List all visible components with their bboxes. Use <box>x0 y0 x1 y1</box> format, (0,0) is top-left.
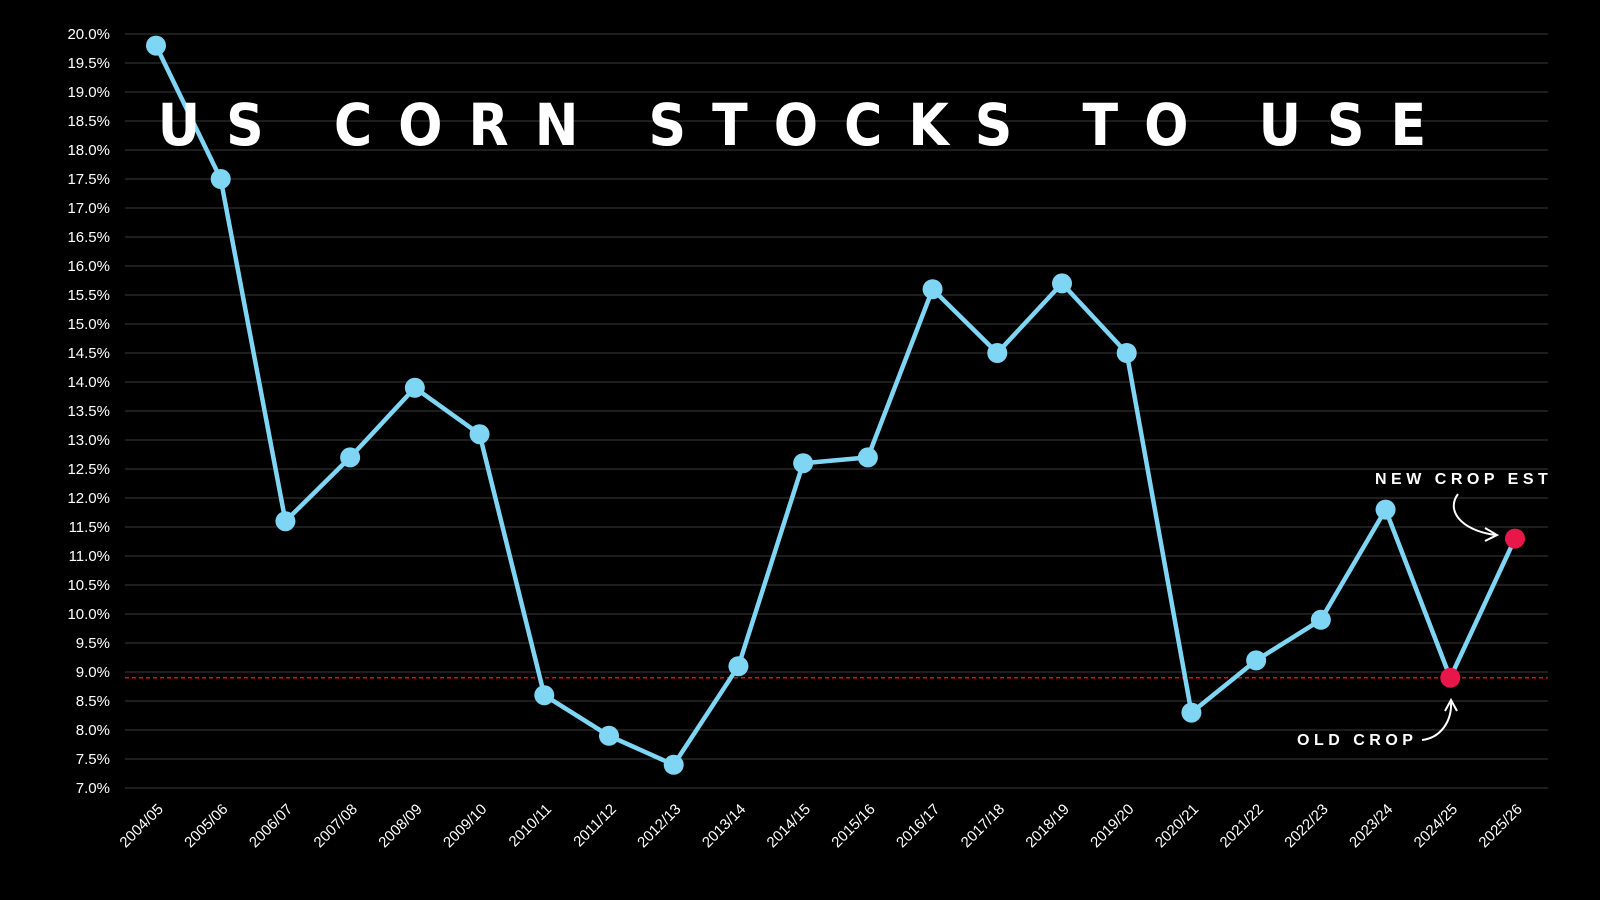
new-crop-arrow <box>1452 493 1496 536</box>
data-point <box>922 279 943 300</box>
y-tick-label: 18.5% <box>67 113 110 130</box>
grid-lines <box>125 33 1548 789</box>
x-tick-label: 2020/21 <box>1152 801 1202 851</box>
data-point <box>534 685 555 706</box>
x-tick-label: 2023/24 <box>1346 801 1396 851</box>
x-tick-label: 2008/09 <box>375 801 425 851</box>
data-point <box>1375 499 1396 520</box>
data-point <box>987 343 1008 363</box>
data-point <box>469 424 490 445</box>
y-tick-label: 10.0% <box>67 606 110 623</box>
x-tick-label: 2018/19 <box>1022 801 1072 851</box>
y-axis-ticks: 7.0% 7.5% 8.0% 8.5% 9.0% 9.5% 10.0% 10.5% 11.0% 1… <box>67 26 110 797</box>
x-tick-label: 2009/10 <box>440 801 490 851</box>
x-tick-label: 2015/16 <box>828 801 878 851</box>
data-point <box>793 453 814 474</box>
y-tick-label: 12.0% <box>67 490 110 507</box>
highlight-point <box>1440 667 1461 688</box>
y-tick-label: 20.0% <box>67 26 110 43</box>
y-tick-label: 12.5% <box>67 461 110 478</box>
y-tick-label: 11.5% <box>69 519 110 536</box>
y-tick-label: 17.5% <box>67 171 110 188</box>
data-point <box>275 511 296 532</box>
data-point <box>1310 609 1331 630</box>
data-point <box>1246 650 1267 671</box>
x-tick-label: 2013/14 <box>699 801 749 851</box>
y-tick-label: 15.0% <box>67 316 110 333</box>
y-tick-label: 17.0% <box>67 200 110 217</box>
y-tick-label: 13.5% <box>67 403 110 420</box>
old-crop-arrowhead <box>1444 697 1458 712</box>
data-point <box>857 447 878 468</box>
x-tick-label: 2014/15 <box>764 801 814 851</box>
y-tick-label: 16.0% <box>67 258 110 275</box>
y-tick-label: 10.5% <box>67 577 110 594</box>
data-point <box>210 169 231 189</box>
new-crop-annotation: NEW CROP EST <box>1375 471 1552 488</box>
x-tick-label: 2006/07 <box>246 801 296 851</box>
x-tick-label: 2025/26 <box>1475 801 1525 851</box>
data-point <box>599 725 619 746</box>
data-point <box>146 35 166 56</box>
series-line <box>153 44 1518 768</box>
y-tick-label: 18.0% <box>67 142 110 159</box>
x-tick-label: 2011/12 <box>570 801 620 851</box>
y-tick-label: 16.5% <box>67 229 110 246</box>
y-tick-label: 11.0% <box>69 548 110 565</box>
old-crop-arrow <box>1421 701 1453 741</box>
y-tick-label: 9.0% <box>76 664 110 681</box>
data-point <box>728 656 749 677</box>
data-point <box>1181 702 1202 723</box>
y-tick-label: 15.5% <box>67 287 110 304</box>
y-tick-label: 19.5% <box>67 55 110 72</box>
x-tick-label: 2004/05 <box>116 801 166 851</box>
y-tick-label: 9.5% <box>76 635 110 652</box>
y-tick-label: 7.5% <box>76 751 110 768</box>
y-tick-label: 14.0% <box>67 374 110 391</box>
x-tick-label: 2017/18 <box>958 801 1008 851</box>
data-point <box>1116 343 1137 363</box>
chart-title: US CORN STOCKS TO USE <box>158 91 1452 159</box>
old-crop-annotation: OLD CROP <box>1297 732 1417 749</box>
x-tick-label: 2021/22 <box>1217 801 1267 851</box>
y-tick-label: 19.0% <box>67 84 110 101</box>
new-crop-arrowhead <box>1484 527 1500 542</box>
y-tick-label: 13.0% <box>67 432 110 449</box>
data-point <box>404 377 425 398</box>
data-points <box>146 35 1525 775</box>
x-tick-label: 2022/23 <box>1281 801 1331 851</box>
x-tick-label: 2019/20 <box>1087 801 1137 851</box>
data-point <box>1052 273 1072 294</box>
x-tick-label: 2012/13 <box>634 801 684 851</box>
x-tick-label: 2016/17 <box>893 801 943 851</box>
x-tick-label: 2005/06 <box>181 801 231 851</box>
x-tick-label: 2007/08 <box>311 801 361 851</box>
data-point <box>340 447 361 468</box>
x-axis-ticks: 2004/05 2005/06 2006/07 2007/08 2008/09 2009/… <box>116 801 1525 851</box>
y-tick-label: 7.0% <box>76 780 110 797</box>
y-tick-label: 14.5% <box>67 345 110 362</box>
highlight-point <box>1505 528 1525 549</box>
y-tick-label: 8.0% <box>76 722 110 739</box>
data-point <box>663 754 684 775</box>
y-tick-label: 8.5% <box>76 693 110 710</box>
x-tick-label: 2024/25 <box>1411 801 1461 851</box>
x-tick-label: 2010/11 <box>506 801 556 851</box>
